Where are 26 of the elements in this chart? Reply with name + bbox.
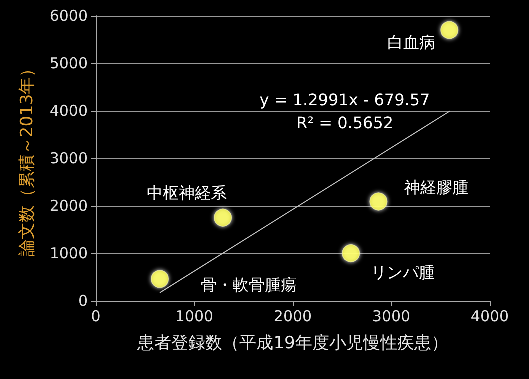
annotation: R² = 0.5652 [296,114,394,132]
point [342,244,360,262]
y-axis-title: 論文数（累積～2013年） [18,60,38,257]
point [440,21,459,40]
point [370,192,388,211]
y-tick-label: 5000 [50,54,88,72]
x-tick-label: 1000 [175,308,214,326]
annotation: リンパ腫 [371,263,436,282]
y-tick-label: 3000 [50,150,88,168]
point [214,208,232,227]
point [151,270,170,288]
y-tick-label: 6000 [50,7,88,25]
x-tick-label: 3000 [372,308,411,326]
y-tick-label: 2000 [50,197,88,215]
annotation: y = 1.2991x - 679.57 [260,90,430,110]
y-tick-label: 0 [78,292,88,310]
x-tick-label: 2000 [274,308,312,326]
annotation: 白血病 [388,32,436,52]
x-axis-title: 患者登録数（平成19年度小児慢性疾患） [136,334,448,354]
y-tick-label: 1000 [50,244,88,262]
y-tick-label: 4000 [50,102,88,120]
annotation: 中枢神経系 [147,183,228,202]
annotation: 骨・軟骨腫瘍 [201,276,298,295]
x-tick-label: 4000 [470,308,510,326]
annotation: 神経膠腫 [404,178,469,198]
x-tick-label: 0 [91,308,101,326]
